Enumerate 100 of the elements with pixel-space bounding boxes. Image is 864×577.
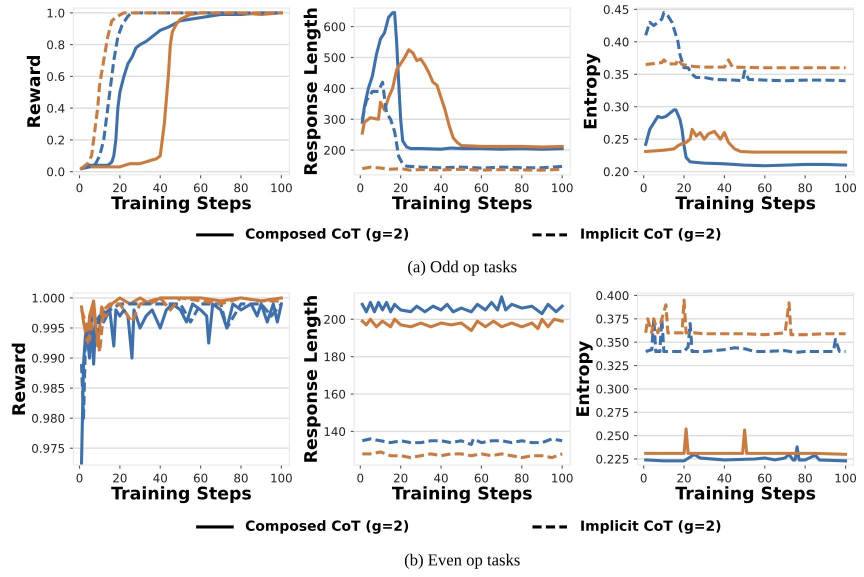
- y-axis-title: Response Length: [304, 296, 321, 462]
- x-tick-label: 20: [113, 183, 127, 192]
- y-tick-label: 200: [324, 315, 346, 324]
- x-tick-label: 20: [677, 183, 691, 192]
- line-series: [644, 317, 848, 354]
- line-series: [644, 298, 848, 336]
- x-tick-label: 40: [718, 474, 732, 483]
- y-tick-label: 0.20: [604, 167, 629, 176]
- x-tick-label: 80: [515, 183, 529, 192]
- x-axis-title: Training Steps: [392, 196, 532, 213]
- line-series: [644, 128, 848, 154]
- x-axis-title: Training Steps: [111, 196, 251, 213]
- x-tick-label: 80: [798, 183, 812, 192]
- y-tick-label: 0.980: [32, 414, 64, 423]
- line-series: [644, 108, 848, 168]
- x-tick-label: 40: [434, 474, 448, 483]
- line-series: [644, 11, 848, 82]
- y-axis-title: Entropy: [584, 53, 600, 128]
- x-tick-label: 80: [234, 474, 248, 483]
- y-tick-label: 0.325: [596, 361, 628, 370]
- x-tick-label: 100: [552, 183, 573, 192]
- x-tick-label: 20: [113, 474, 127, 483]
- y-tick-label: 0.975: [32, 444, 64, 453]
- x-axis-title: Training Steps: [675, 196, 816, 213]
- line-series: [360, 318, 564, 332]
- y-tick-label: 300: [324, 114, 346, 124]
- y-tick-label: 0.300: [596, 384, 629, 394]
- y-tick-label: 0.4: [47, 104, 64, 113]
- text: Composed CoT (g=2): [246, 520, 408, 534]
- y-tick-label: 400: [324, 84, 346, 94]
- x-axis-title: Training Steps: [111, 486, 251, 504]
- y-tick-label: 0.375: [596, 314, 628, 324]
- x-tick-label: 40: [718, 183, 732, 192]
- y-tick-label: 1.0: [48, 8, 64, 18]
- x-tick-label: 100: [271, 183, 292, 192]
- y-tick-label: 0.40: [604, 38, 629, 46]
- x-tick-label: 20: [394, 183, 408, 192]
- text: (a) Odd op tasks: [408, 260, 516, 276]
- y-tick-label: 0.400: [596, 291, 629, 300]
- x-tick-label: 0: [357, 474, 364, 483]
- y-tick-label: 0.275: [596, 408, 628, 417]
- text: Implicit CoT (g=2): [581, 520, 720, 534]
- y-axis-title: Entropy: [576, 341, 593, 416]
- y-tick-label: 140: [324, 427, 346, 436]
- x-tick-label: 40: [153, 474, 167, 483]
- y-tick-label: 0.990: [32, 354, 64, 363]
- y-axis-title: Response Length: [304, 8, 321, 174]
- x-tick-label: 0: [357, 183, 364, 192]
- y-tick-label: 500: [324, 53, 346, 62]
- text: (b) Even op tasks: [404, 554, 520, 569]
- x-tick-label: 80: [798, 474, 812, 483]
- x-tick-label: 40: [434, 183, 448, 192]
- line-series: [360, 295, 564, 316]
- y-tick-label: 0.225: [596, 454, 628, 464]
- y-tick-label: 180: [324, 352, 346, 362]
- y-tick-label: 0.6: [47, 72, 64, 82]
- x-tick-label: 100: [836, 474, 856, 483]
- x-tick-label: 0: [640, 474, 647, 483]
- text: Implicit CoT (g=2): [581, 228, 720, 242]
- y-tick-label: 0.45: [604, 5, 628, 14]
- y-tick-label: 0.0: [47, 167, 64, 176]
- x-tick-label: 20: [394, 474, 408, 483]
- y-tick-label: 0.250: [596, 431, 629, 440]
- y-axis-title: Reward: [12, 344, 26, 414]
- line-series: [644, 58, 848, 70]
- y-axis-title: Reward: [26, 56, 40, 127]
- y-tick-label: 0.30: [604, 102, 629, 112]
- x-axis-title: Training Steps: [675, 486, 816, 504]
- y-tick-label: 200: [324, 146, 346, 155]
- x-tick-label: 60: [758, 183, 772, 192]
- y-tick-label: 0.35: [604, 70, 628, 79]
- x-tick-label: 40: [153, 183, 167, 192]
- x-tick-label: 0: [76, 183, 82, 192]
- y-tick-label: 600: [324, 22, 346, 32]
- x-tick-label: 0: [76, 474, 82, 483]
- y-tick-label: 1.000: [32, 294, 64, 303]
- y-tick-label: 0.8: [47, 40, 64, 50]
- line-series: [644, 445, 848, 462]
- x-tick-label: 100: [552, 474, 573, 483]
- x-tick-label: 60: [194, 474, 208, 483]
- x-tick-label: 100: [836, 183, 856, 192]
- x-tick-label: 100: [271, 474, 292, 483]
- x-tick-label: 80: [515, 474, 529, 483]
- line-series: [644, 428, 848, 456]
- y-tick-label: 0.25: [604, 134, 628, 144]
- y-tick-label: 0.995: [32, 324, 64, 333]
- y-tick-label: 160: [324, 390, 346, 399]
- text: Composed CoT (g=2): [246, 228, 408, 242]
- x-tick-label: 60: [758, 474, 772, 483]
- y-tick-label: 0.350: [596, 338, 629, 347]
- y-tick-label: 0.985: [32, 384, 64, 393]
- x-tick-label: 60: [474, 183, 488, 192]
- line-series: [360, 48, 564, 149]
- x-tick-label: 60: [474, 474, 488, 483]
- x-tick-label: 20: [677, 474, 691, 483]
- x-tick-label: 60: [194, 183, 208, 192]
- x-tick-label: 80: [234, 183, 248, 192]
- x-tick-label: 0: [640, 183, 647, 192]
- x-axis-title: Training Steps: [392, 486, 532, 504]
- y-tick-label: 0.2: [47, 136, 64, 145]
